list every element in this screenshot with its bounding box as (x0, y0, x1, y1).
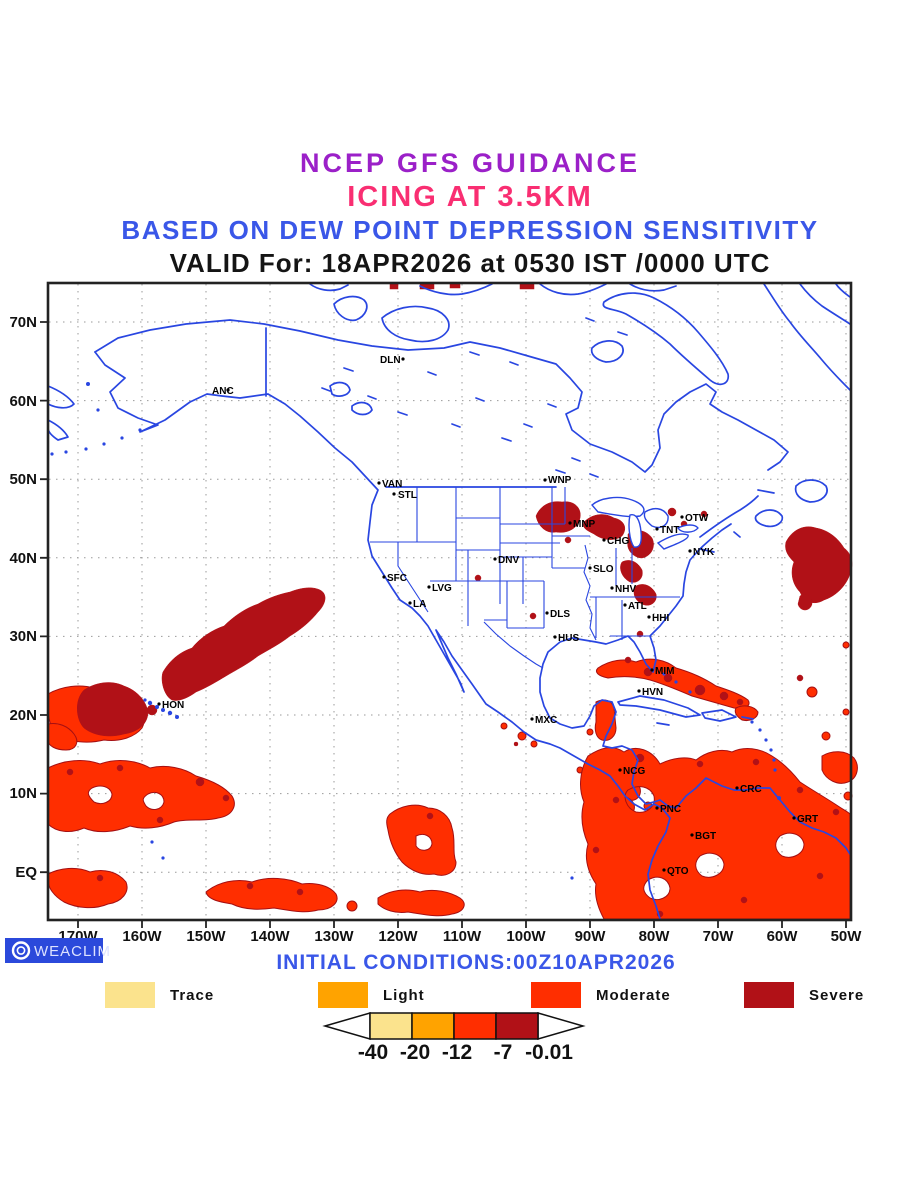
city-label: HVN (642, 687, 663, 698)
city-label: NCG (623, 766, 645, 777)
lon-tick-label: 70W (703, 928, 735, 945)
city-label: DLS (550, 609, 570, 620)
scale-box-severe (495, 1012, 539, 1040)
logo-text: WEACLIM (34, 943, 111, 960)
city-label: TNT (660, 525, 679, 536)
lon-tick-label: 90W (575, 928, 607, 945)
city-label: BGT (695, 831, 716, 842)
city-label: HHI (652, 613, 669, 624)
legend: Trace Light Moderate Severe (105, 982, 864, 1008)
city-label: GRT (797, 814, 818, 825)
lat-tick-label: 10N (9, 785, 37, 802)
scale-right-arrow (537, 1012, 586, 1040)
lat-tick-label: 40N (9, 550, 37, 567)
legend-swatch-moderate (531, 982, 581, 1008)
lon-tick-label: 80W (639, 928, 671, 945)
graticule-grid (49, 284, 850, 919)
coastlines (47, 283, 851, 920)
city-label: CRC (740, 784, 762, 795)
copyright-icon (11, 941, 31, 960)
city-label: VAN (382, 479, 402, 490)
scale-tick-label: -0.01 (525, 1041, 573, 1064)
lon-tick-label: 130W (314, 928, 354, 945)
city-label: CHG (607, 536, 629, 547)
scale-box-trace (369, 1012, 413, 1040)
scale-left-arrow (322, 1012, 371, 1040)
weaclim-logo: WEACLIM (5, 938, 111, 963)
lat-tick-label: 70N (9, 314, 37, 331)
lon-tick-label: 150W (186, 928, 226, 945)
icing-severe-regions (66, 283, 853, 918)
lat-axis-labels: 70N 60N 50N 40N 30N 20N 10N EQ (9, 314, 37, 881)
city-label: MXC (535, 715, 557, 726)
city-label: OTW (685, 513, 709, 524)
lon-tick-label: 120W (378, 928, 418, 945)
state-borders (370, 487, 680, 669)
initial-conditions-label: INITIAL CONDITIONS:00Z10APR2026 (276, 951, 675, 974)
city-label: SFC (387, 573, 407, 584)
scale-tick-label: -7 (494, 1041, 513, 1064)
lat-tick-label: 50N (9, 471, 37, 488)
lon-tick-label: 100W (506, 928, 546, 945)
city-label: HON (162, 700, 184, 711)
city-label: DLN (380, 355, 401, 366)
city-label: SLO (593, 564, 614, 575)
city-label: NHV (615, 584, 636, 595)
legend-label-severe: Severe (809, 987, 864, 1004)
axis-ticks (40, 321, 847, 928)
legend-label-moderate: Moderate (596, 987, 671, 1004)
city-label: NYK (693, 547, 715, 558)
islands (50, 382, 781, 880)
city-label: MNP (573, 519, 596, 530)
title-valid-time: VALID For: 18APR2026 at 0530 IST /0000 U… (170, 248, 771, 278)
lon-tick-label: 140W (250, 928, 290, 945)
city-label: LVG (432, 583, 452, 594)
title-parameter: ICING AT 3.5KM (347, 181, 593, 213)
lakes (321, 317, 699, 550)
city-label: STL (398, 490, 417, 501)
lat-tick-label: 20N (9, 707, 37, 724)
city-labels: ANC DLN VAN STL WNP OTW MNP TNT CHG NYK … (157, 355, 818, 877)
city-label: ATL (628, 601, 647, 612)
legend-label-light: Light (383, 987, 425, 1004)
city-label: MIM (655, 666, 674, 677)
lon-tick-label: 60W (767, 928, 799, 945)
lat-tick-label: EQ (15, 864, 37, 881)
scale-box-moderate (453, 1012, 497, 1040)
city-label: PNC (660, 804, 681, 815)
city-label: HUS (558, 633, 579, 644)
scale-box-light (411, 1012, 455, 1040)
city-label: WNP (548, 475, 572, 486)
title-model: NCEP GFS GUIDANCE (300, 148, 640, 178)
legend-label-trace: Trace (170, 987, 214, 1004)
lon-tick-label: 160W (122, 928, 162, 945)
title-method: BASED ON DEW POINT DEPRESSION SENSITIVIT… (121, 215, 818, 245)
scale-tick-label: -40 (358, 1041, 388, 1064)
lon-tick-label: 110W (443, 928, 482, 945)
lon-tick-label: 50W (831, 928, 863, 945)
legend-swatch-trace (105, 982, 155, 1008)
legend-swatch-light (318, 982, 368, 1008)
scale-tick-label: -12 (442, 1041, 472, 1064)
lat-tick-label: 30N (9, 628, 37, 645)
legend-swatch-severe (744, 982, 794, 1008)
lat-tick-label: 60N (9, 393, 37, 410)
city-label: ANC (212, 386, 234, 397)
scale-tick-label: -20 (400, 1041, 430, 1064)
city-label: DNV (498, 555, 519, 566)
color-scale-bar: -40 -20 -12 -7 -0.01 (322, 1012, 586, 1064)
map-frame (46, 281, 853, 922)
city-label: LA (413, 599, 426, 610)
lon-axis-labels: 170W 160W 150W 140W 130W 120W 110W 100W … (58, 928, 862, 945)
city-label: QTO (667, 866, 689, 877)
